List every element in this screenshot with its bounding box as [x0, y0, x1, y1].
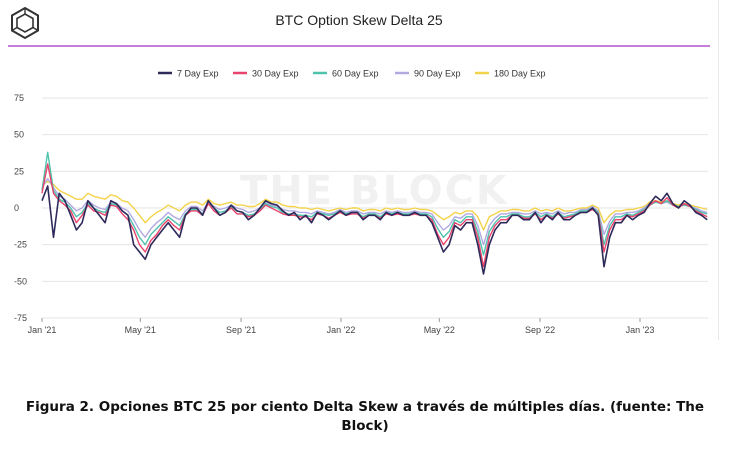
chart-title: BTC Option Skew Delta 25: [275, 12, 443, 28]
legend-label: 90 Day Exp: [414, 69, 461, 79]
y-tick-label: 75: [14, 93, 24, 103]
x-tick-label: Jan '22: [327, 325, 356, 335]
x-tick-label: Sep '21: [226, 325, 256, 335]
figure-caption: Figura 2. Opciones BTC 25 por ciento Del…: [25, 399, 705, 434]
y-tick-label: -75: [14, 313, 27, 323]
y-tick-label: -25: [14, 240, 27, 250]
x-tick-label: May '22: [424, 325, 455, 335]
series-line-7-day-exp: [41, 185, 708, 275]
x-tick-label: Jan '21: [28, 325, 57, 335]
y-tick-label: 50: [14, 130, 24, 140]
series-line-90-day-exp: [41, 177, 708, 246]
legend-label: 60 Day Exp: [332, 69, 379, 79]
y-tick-label: 0: [14, 203, 19, 213]
series-line-180-day-exp: [41, 180, 708, 231]
legend-label: 30 Day Exp: [252, 69, 299, 79]
legend-label: 7 Day Exp: [177, 69, 219, 79]
x-tick-label: Sep '22: [525, 325, 555, 335]
grid: [42, 97, 708, 319]
x-tick-label: May '21: [125, 325, 156, 335]
watermark: THE BLOCK: [240, 168, 509, 214]
x-tick-label: Jan '23: [626, 325, 655, 335]
legend-label: 180 Day Exp: [494, 69, 546, 79]
legend: 7 Day Exp 30 Day Exp 60 Day Exp 90 Day Exp 1…: [158, 69, 546, 79]
series-lines: [41, 151, 708, 275]
y-tick-label: -50: [14, 276, 27, 286]
series-line-60-day-exp: [41, 151, 708, 256]
title-divider: [8, 45, 710, 47]
y-tick-label: 25: [14, 166, 24, 176]
chart-card: BTC Option Skew Delta 25 THE BLOCK 75 50 2…: [8, 0, 719, 340]
the-block-logo-icon: [11, 6, 39, 40]
